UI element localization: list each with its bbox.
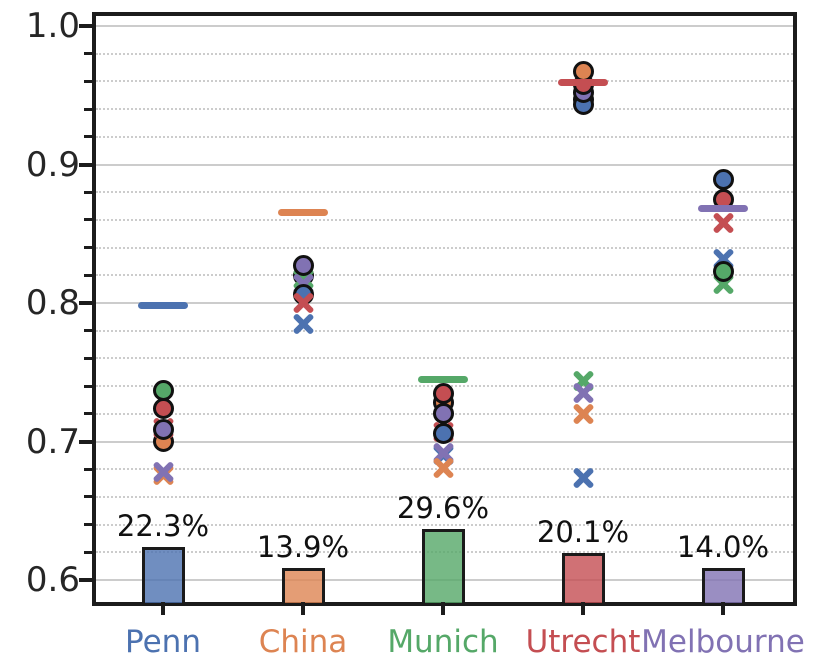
y-minor-tick [84,467,92,471]
y-minor-tick [84,384,92,388]
gridline-minor [96,191,793,194]
percent-bar [421,529,465,606]
mean-dash-green [418,375,468,383]
gridline-minor [96,523,793,526]
gridline-minor [96,495,793,498]
y-major-tick [79,439,92,444]
x-tick-label-utrecht: Utrecht [525,624,641,660]
y-major-tick [79,578,92,582]
scatter-circle-green [152,379,174,401]
x-tick-label-melbourne: Melbourne [641,624,805,660]
percent-bar-label: 22.3% [116,509,210,544]
y-minor-tick [84,52,92,56]
x-tick-label-china: China [258,624,348,660]
gridline-minor [96,329,793,332]
x-tick [301,602,305,615]
x-tick [441,602,445,615]
y-tick-label: 1.0 [25,6,80,46]
bar-layer: 22.3% 13.9% 29.6% 20.1% 14.0% [96,16,793,606]
y-tick-label: 0.6 [25,560,80,600]
y-minor-tick [84,190,92,194]
y-minor-tick [84,550,92,554]
scatter-circle-purple [152,418,174,440]
scatter-circle-blue [432,422,454,444]
y-minor-tick [84,79,92,83]
percent-bar [141,547,185,606]
y-minor-tick [84,329,92,333]
axis-tick-layer [79,16,793,615]
y-minor-tick [84,273,92,277]
y-minor-tick [84,412,92,416]
scatter-circle-green [712,260,734,282]
x-tick [161,602,165,615]
gridline-minor [96,52,793,55]
scatter-circle-purple [292,255,314,277]
x-tick [721,602,725,615]
mean-dash-orange [278,209,328,217]
y-minor-tick [84,246,92,250]
gridline-major [96,25,793,27]
x-tick-label-munich: Munich [387,624,499,660]
y-minor-tick [84,495,92,499]
plot-area: 22.3% 13.9% 29.6% 20.1% 14.0% [79,12,797,615]
y-tick-label: 0.9 [25,144,80,185]
mean-dash-purple [698,205,748,213]
marker-layer [96,16,793,602]
gridline-minor [96,80,793,83]
y-tick-label: 0.7 [25,421,80,462]
gridline-minor [96,108,793,111]
y-minor-tick [84,218,92,222]
y-major-tick [79,301,92,305]
y-minor-tick [84,135,92,139]
y-major-tick [79,162,92,167]
percent-bar-label: 13.9% [256,529,350,564]
x-tick [581,602,585,615]
gridline-minor [96,274,793,277]
gridline-major [96,302,793,304]
mean-dash-layer [96,16,793,602]
gridline-minor [96,357,793,360]
y-minor-tick [84,107,92,111]
gridline-minor [96,135,793,138]
gridline-minor [96,246,793,249]
gridline-minor [96,218,793,221]
percent-bar-label: 14.0% [676,529,770,564]
mean-dash-red [558,79,608,87]
y-minor-tick [84,523,92,527]
gridline-major [96,163,793,166]
percent-bar-label: 20.1% [536,514,630,549]
x-tick-label-penn: Penn [125,624,201,660]
percent-bar-label: 29.6% [396,491,490,526]
percent-bar [561,552,605,606]
y-minor-tick [84,356,92,360]
mean-dash-blue [138,302,188,310]
y-tick-label: 0.8 [25,283,80,323]
scatter-circle-red [432,382,454,404]
y-major-tick [79,24,92,28]
